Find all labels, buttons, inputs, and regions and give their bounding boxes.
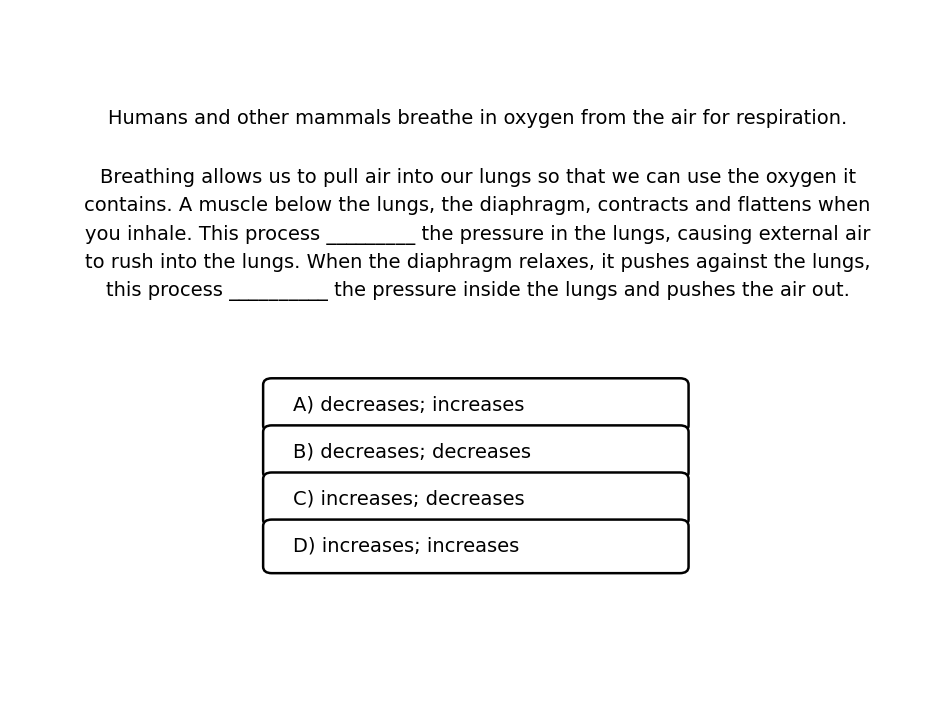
Text: Breathing allows us to pull air into our lungs so that we can use the oxygen it: Breathing allows us to pull air into our… bbox=[100, 168, 856, 187]
Text: contains. A muscle below the lungs, the diaphragm, contracts and flattens when: contains. A muscle below the lungs, the … bbox=[85, 196, 870, 215]
Text: D) increases; increases: D) increases; increases bbox=[294, 537, 520, 556]
FancyBboxPatch shape bbox=[263, 520, 689, 573]
Text: A) decreases; increases: A) decreases; increases bbox=[294, 396, 525, 415]
Text: you inhale. This process _________ the pressure in the lungs, causing external a: you inhale. This process _________ the p… bbox=[85, 224, 870, 245]
Text: B) decreases; decreases: B) decreases; decreases bbox=[294, 443, 531, 462]
FancyBboxPatch shape bbox=[263, 472, 689, 526]
Text: this process __________ the pressure inside the lungs and pushes the air out.: this process __________ the pressure ins… bbox=[105, 281, 850, 301]
FancyBboxPatch shape bbox=[263, 425, 689, 479]
Text: Humans and other mammals breathe in oxygen from the air for respiration.: Humans and other mammals breathe in oxyg… bbox=[108, 109, 847, 128]
Text: C) increases; decreases: C) increases; decreases bbox=[294, 490, 525, 509]
Text: to rush into the lungs. When the diaphragm relaxes, it pushes against the lungs,: to rush into the lungs. When the diaphra… bbox=[85, 252, 870, 271]
FancyBboxPatch shape bbox=[263, 378, 689, 432]
